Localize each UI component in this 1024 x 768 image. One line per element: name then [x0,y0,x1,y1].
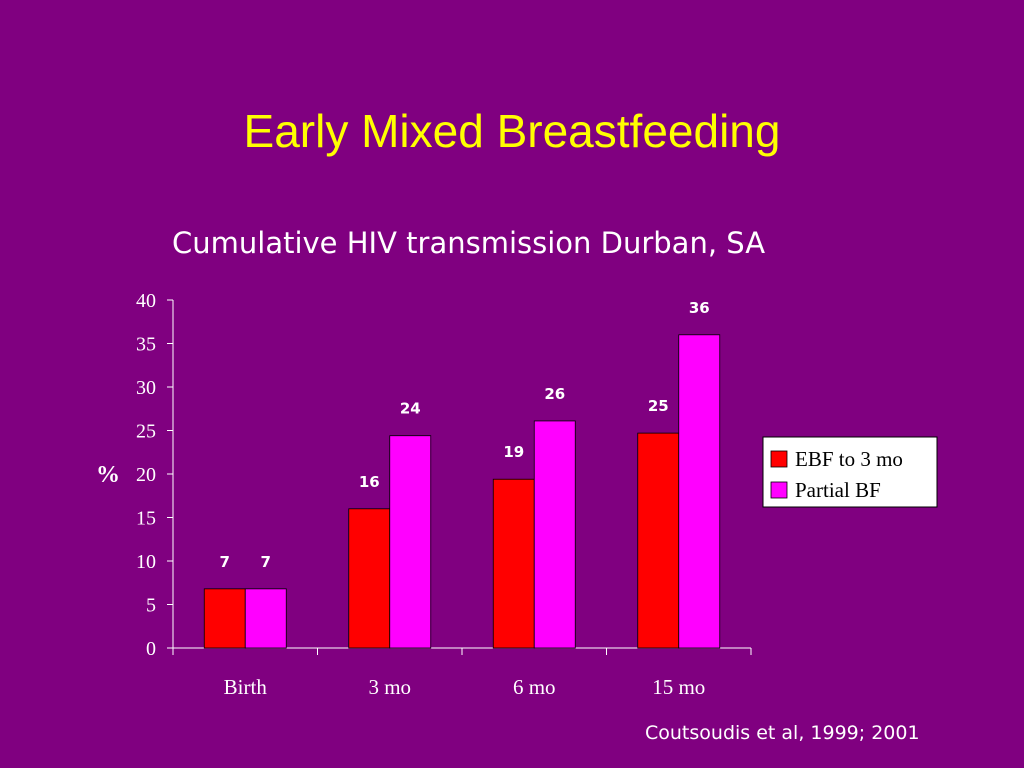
y-tick-label: 30 [136,377,156,399]
y-tick-label: 15 [136,508,156,530]
x-tick-label: Birth [224,675,268,699]
y-tick-label: 0 [146,638,156,660]
bar-value-label: 7 [220,553,230,571]
legend-label: EBF to 3 mo [795,447,903,471]
y-tick-label: 25 [136,421,156,443]
bar [637,432,680,649]
x-tick-label: 6 mo [513,675,556,699]
bar-value-label: 25 [648,397,669,415]
bar-value-label: 24 [400,400,421,418]
citation: Coutsoudis et al, 1999; 2001 [645,722,920,744]
y-tick-label: 5 [146,595,156,617]
bar-value-label: 26 [544,385,565,403]
bar [203,588,246,649]
x-tick-label: 3 mo [368,675,411,699]
bar [492,478,535,649]
bar-value-label: 36 [689,299,710,317]
slide-title: Early Mixed Breastfeeding [243,105,781,157]
bar [389,435,432,649]
bar-value-label: 16 [359,473,380,491]
bar [533,420,576,649]
bar-value-label: 7 [261,553,271,571]
y-axis-label: % [96,462,120,488]
chart-title: Cumulative HIV transmission Durban, SA [172,226,766,260]
y-tick-label: 40 [136,290,156,312]
y-tick-label: 10 [136,551,156,573]
bar [678,334,721,649]
legend-swatch [770,450,788,468]
chart-axes: 0 5 10 15 20 25 30 35 40 Birth 3 mo 6 mo 15 mo [136,290,752,699]
chart-legend: EBF to 3 mo Partial BF [762,436,938,508]
chart-data-labels: 7 7 16 24 19 26 25 36 [220,299,710,571]
y-tick-label: 35 [136,334,156,356]
chart-bars [203,334,721,649]
bar [244,588,287,649]
legend-swatch [770,481,788,499]
legend-label: Partial BF [795,478,881,502]
bar-value-label: 19 [503,443,524,461]
bar [348,508,391,649]
x-tick-label: 15 mo [652,675,705,699]
y-tick-label: 20 [136,464,156,486]
